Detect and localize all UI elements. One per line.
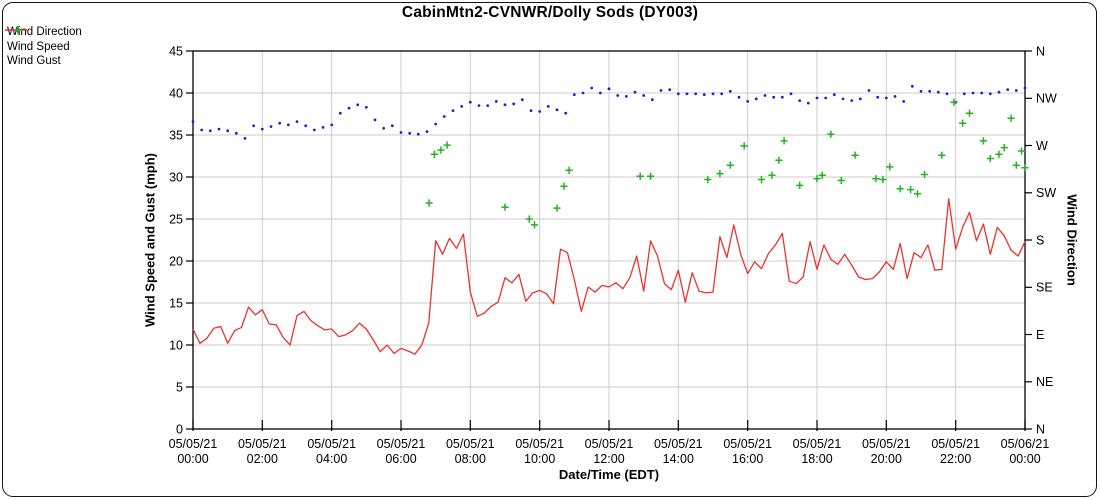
x-tick-label: 05/05/21 16:00	[723, 437, 772, 466]
compass-tick-label: NW	[1036, 92, 1057, 106]
y-tick-label: 30	[169, 170, 183, 184]
wind-speed-line	[192, 198, 1026, 355]
y-tick-label: 25	[169, 212, 183, 226]
compass-tick-label: S	[1036, 233, 1044, 247]
x-tick-label: 05/05/21 12:00	[585, 437, 634, 466]
wind-direction-points	[191, 84, 1027, 140]
x-tick-label: 05/05/21 06:00	[377, 437, 426, 466]
x-tick-label: 05/05/21 04:00	[307, 437, 356, 466]
legend-item-wind-gust: Wind Gust	[4, 26, 82, 69]
x-tick-label: 05/05/21 22:00	[931, 437, 980, 466]
x-tick-label: 05/05/21 20:00	[862, 437, 911, 466]
legend: Wind Direction Wind Speed Wind Gust	[4, 25, 82, 69]
compass-tick-label: SW	[1036, 186, 1056, 200]
right-axis: N NW W SW S SE E NE N	[1025, 44, 1057, 436]
compass-tick-label: N	[1036, 44, 1045, 58]
x-tick-label: 05/05/21 00:00	[169, 437, 218, 466]
wind-gust-plus-icon	[14, 26, 22, 34]
compass-tick-label: N	[1036, 422, 1045, 436]
x-axis: 05/05/21 00:00 05/05/21 02:00 05/05/21 04:00 0…	[169, 420, 1050, 466]
chart-title: CabinMtn2-CVNWR/Dolly Sods (DY003)	[401, 4, 699, 21]
legend-label: Wind Gust	[7, 55, 61, 68]
legend-label: Wind Speed	[7, 40, 70, 53]
gridlines	[193, 51, 1025, 429]
y-tick-label: 40	[169, 86, 183, 100]
compass-tick-label: NE	[1036, 375, 1053, 389]
x-tick-label: 05/05/21 10:00	[515, 437, 564, 466]
compass-tick-label: SE	[1036, 281, 1053, 295]
y-tick-label: 35	[169, 128, 183, 142]
wind-gust-points	[425, 98, 1029, 229]
y-tick-label: 15	[169, 296, 183, 310]
x-axis-title: Date/Time (EDT)	[558, 467, 660, 482]
y-tick-label: 0	[176, 422, 183, 436]
compass-tick-label: W	[1036, 139, 1048, 153]
y-tick-label: 20	[169, 254, 183, 268]
y-tick-label: 10	[169, 338, 183, 352]
x-tick-label: 05/05/21 08:00	[446, 437, 495, 466]
x-tick-label: 05/06/21 00:00	[1001, 437, 1050, 466]
x-tick-label: 05/05/21 18:00	[793, 437, 842, 466]
y-tick-label: 5	[176, 380, 183, 394]
x-tick-label: 05/05/21 14:00	[654, 437, 703, 466]
x-tick-label: 05/05/21 02:00	[238, 437, 287, 466]
compass-tick-label: E	[1036, 328, 1044, 342]
y-tick-label: 45	[169, 44, 183, 58]
left-axis: 0 5 10 15 20 25 30 35 40 45	[169, 44, 193, 436]
